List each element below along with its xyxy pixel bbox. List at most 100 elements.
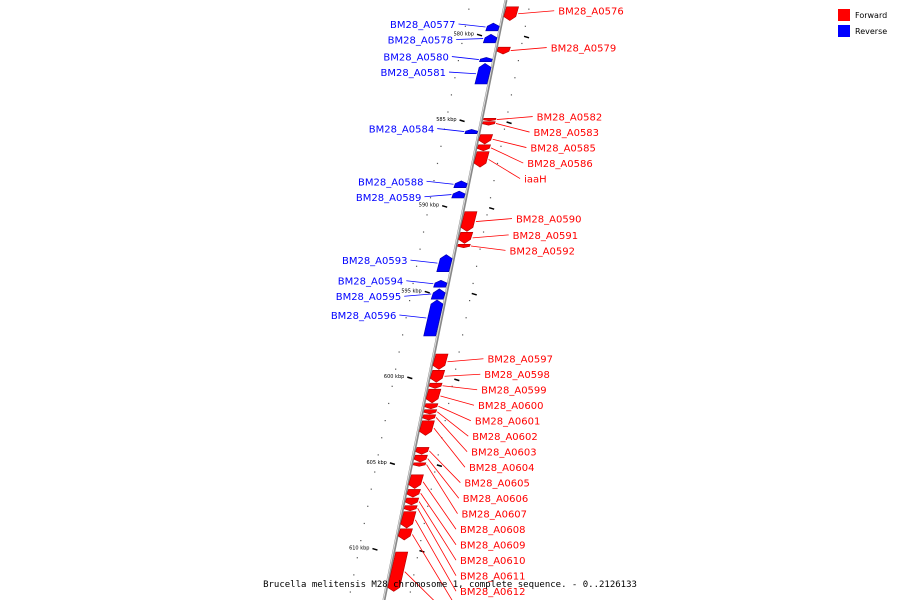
gene-arrow-reverse[interactable] xyxy=(482,33,498,44)
gene-arrow-reverse[interactable] xyxy=(479,57,493,63)
gene-label[interactable]: BM28_A0604 xyxy=(469,463,535,474)
gene-arrow-forward[interactable] xyxy=(406,489,421,498)
gene-arrow-forward[interactable] xyxy=(419,420,435,436)
gene-arrow-forward[interactable] xyxy=(403,505,418,512)
gene-label[interactable]: BM28_A0593 xyxy=(342,256,408,267)
gene-label[interactable]: BM28_A0592 xyxy=(509,246,575,257)
gene-arrow-reverse[interactable] xyxy=(430,288,446,300)
gene-arrow-forward[interactable] xyxy=(482,121,496,126)
gene-label[interactable]: BM28_A0581 xyxy=(380,68,446,79)
gene-arrow-reverse[interactable] xyxy=(436,254,453,273)
gene-arrow-reverse[interactable] xyxy=(474,63,492,85)
gene-label[interactable]: BM28_A0612 xyxy=(460,587,526,598)
gene-label[interactable]: BM28_A0578 xyxy=(388,36,454,47)
gene-arrow-forward[interactable] xyxy=(415,447,430,455)
gene-arrow-forward[interactable] xyxy=(428,382,443,389)
minor-tick-dot-left xyxy=(409,300,411,302)
gene-arrow-forward[interactable] xyxy=(422,414,437,421)
gene-label[interactable]: BM28_A0583 xyxy=(534,128,600,139)
gene-callout-line xyxy=(470,245,506,251)
gene-callout-line xyxy=(426,464,458,514)
gene-label[interactable]: BM28_A0601 xyxy=(475,417,541,428)
gene-callout-line xyxy=(429,450,461,483)
ruler-tick-mark-right xyxy=(419,549,425,553)
gene-arrow-forward[interactable] xyxy=(473,151,490,168)
gene-label[interactable]: BM28_A0611 xyxy=(460,572,526,583)
gene-label[interactable]: BM28_A0602 xyxy=(472,432,538,443)
gene-label[interactable]: BM28_A0586 xyxy=(527,159,593,170)
gene-label[interactable]: BM28_A0577 xyxy=(390,20,456,31)
minor-tick-dot-left xyxy=(412,282,414,285)
minor-tick-dot-left xyxy=(440,145,442,147)
gene-label[interactable]: iaaH xyxy=(524,175,547,186)
gene-arrow-forward[interactable] xyxy=(424,403,439,410)
gene-label[interactable]: BM28_A0585 xyxy=(530,144,596,155)
gene-arrow-forward[interactable] xyxy=(412,462,427,467)
gene-arrow-forward[interactable] xyxy=(483,117,497,122)
minor-tick-dot-left xyxy=(384,420,386,422)
gene-label[interactable]: BM28_A0597 xyxy=(487,355,553,366)
ruler-ticks: 580 kbp 585 kbp 590 kbp 595 kbp 600 kbp 605 k… xyxy=(349,31,530,553)
gene-label[interactable]: BM28_A0608 xyxy=(460,525,526,536)
gene-callout-line xyxy=(458,23,486,28)
gene-callout-line xyxy=(495,123,530,133)
gene-label[interactable]: BM28_A0596 xyxy=(331,311,397,322)
gene-label[interactable]: BM28_A0609 xyxy=(460,541,526,552)
gene-callout-line xyxy=(399,314,427,319)
gene-arrow-forward[interactable] xyxy=(387,551,409,592)
gene-arrow-forward[interactable] xyxy=(404,497,420,506)
minor-tick-dot-right xyxy=(430,488,432,490)
gene-arrow-forward[interactable] xyxy=(413,454,428,463)
gene-arrow-forward[interactable] xyxy=(478,134,494,145)
legend-reverse-swatch xyxy=(838,25,850,37)
gene-arrow-forward[interactable] xyxy=(476,144,491,152)
gene-arrow-forward[interactable] xyxy=(457,243,471,249)
minor-tick-dot-right xyxy=(409,591,411,593)
gene-label[interactable]: BM28_A0605 xyxy=(464,479,530,490)
gene-arrow-forward[interactable] xyxy=(429,369,446,383)
gene-label[interactable]: BM28_A0589 xyxy=(356,193,422,204)
gene-label[interactable]: BM28_A0599 xyxy=(481,386,547,397)
gene-arrow-forward[interactable] xyxy=(397,528,413,541)
gene-arrow-forward[interactable] xyxy=(432,353,449,370)
gene-arrow-reverse[interactable] xyxy=(433,279,448,288)
gene-label[interactable]: BM28_A0598 xyxy=(484,370,550,381)
gene-label[interactable]: BM28_A0588 xyxy=(358,177,424,188)
gene-arrow-forward[interactable] xyxy=(423,409,438,415)
minor-tick-dot-left xyxy=(429,197,432,199)
gene-label[interactable]: BM28_A0607 xyxy=(462,510,528,521)
gene-arrow-forward[interactable] xyxy=(458,231,474,244)
minor-tick-dot-left xyxy=(436,162,439,165)
gene-label[interactable]: BM28_A0606 xyxy=(463,494,529,505)
gene-label[interactable]: BM28_A0582 xyxy=(537,113,603,124)
minor-tick-dot-right xyxy=(416,557,418,559)
gene-label[interactable]: BM28_A0591 xyxy=(513,231,579,242)
gene-label[interactable]: BM28_A0576 xyxy=(558,7,624,18)
gene-arrow-forward[interactable] xyxy=(408,474,424,489)
gene-callout-line xyxy=(447,358,484,363)
minor-tick-dot-right xyxy=(482,231,485,233)
gene-label[interactable]: BM28_A0584 xyxy=(369,125,435,136)
gene-label[interactable]: BM28_A0594 xyxy=(338,277,404,288)
minor-tick-dot-right xyxy=(528,8,530,10)
gene-arrow-reverse[interactable] xyxy=(451,190,466,199)
minor-tick-dot-right xyxy=(469,300,471,302)
gene-label[interactable]: BM28_A0603 xyxy=(471,448,537,459)
gene-arrow-reverse[interactable] xyxy=(464,129,479,135)
gene-arrow-reverse[interactable] xyxy=(453,180,468,189)
gene-label[interactable]: BM28_A0590 xyxy=(516,215,582,226)
gene-arrow-forward[interactable] xyxy=(503,6,520,21)
gene-label[interactable]: BM28_A0610 xyxy=(460,556,526,567)
gene-label[interactable]: BM28_A0595 xyxy=(336,292,402,303)
gene-arrow-forward[interactable] xyxy=(460,211,478,232)
gene-callout-line xyxy=(404,293,432,297)
gene-callout-line xyxy=(448,71,477,75)
gene-arrow-forward[interactable] xyxy=(425,388,442,404)
gene-arrow-reverse[interactable] xyxy=(423,299,444,337)
gene-label[interactable]: BM28_A0580 xyxy=(383,53,449,64)
gene-label[interactable]: BM28_A0579 xyxy=(551,44,617,55)
gene-arrow-reverse[interactable] xyxy=(485,22,500,32)
gene-label[interactable]: BM28_A0600 xyxy=(478,401,544,412)
gene-arrow-forward[interactable] xyxy=(400,511,417,529)
gene-arrow-forward[interactable] xyxy=(496,46,511,55)
